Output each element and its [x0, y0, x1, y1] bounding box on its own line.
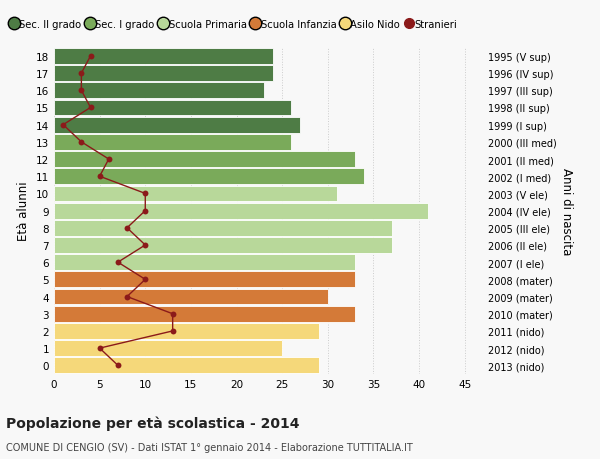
Bar [54, 118, 301, 133]
Point [140, 276, 150, 283]
Point [86, 105, 95, 112]
Bar [54, 101, 292, 116]
Point [86, 53, 95, 61]
Point [58, 122, 68, 129]
Bar [54, 238, 392, 253]
Bar [54, 306, 355, 322]
Bar [54, 272, 355, 288]
Point [122, 224, 132, 232]
Point [95, 173, 104, 180]
Bar [54, 83, 264, 99]
Bar [54, 323, 319, 339]
Bar [54, 66, 273, 82]
Point [113, 362, 122, 369]
Point [95, 345, 104, 352]
Bar [54, 169, 364, 185]
Point [113, 259, 122, 266]
Bar [54, 358, 319, 374]
Legend: Sec. II grado, Sec. I grado, Scuola Primaria, Scuola Infanzia, Asilo Nido, Stran: Sec. II grado, Sec. I grado, Scuola Prim… [7, 16, 461, 34]
Text: Popolazione per età scolastica - 2014: Popolazione per età scolastica - 2014 [6, 415, 299, 430]
Y-axis label: Anni di nascita: Anni di nascita [560, 168, 573, 255]
Bar [54, 152, 355, 168]
Point [122, 293, 132, 301]
Point [140, 207, 150, 215]
Bar [54, 134, 292, 151]
Bar [54, 186, 337, 202]
Point [77, 87, 86, 95]
Point [77, 139, 86, 146]
Bar [54, 289, 328, 305]
Y-axis label: Età alunni: Età alunni [17, 181, 31, 241]
Bar [54, 203, 428, 219]
Bar [54, 220, 392, 236]
Point [168, 310, 178, 318]
Point [168, 328, 178, 335]
Text: COMUNE DI CENGIO (SV) - Dati ISTAT 1° gennaio 2014 - Elaborazione TUTTITALIA.IT: COMUNE DI CENGIO (SV) - Dati ISTAT 1° ge… [6, 442, 413, 452]
Point [104, 156, 113, 163]
Point [140, 190, 150, 198]
Point [77, 70, 86, 78]
Bar [54, 49, 273, 65]
Bar [54, 255, 355, 270]
Bar [54, 341, 282, 356]
Point [140, 242, 150, 249]
